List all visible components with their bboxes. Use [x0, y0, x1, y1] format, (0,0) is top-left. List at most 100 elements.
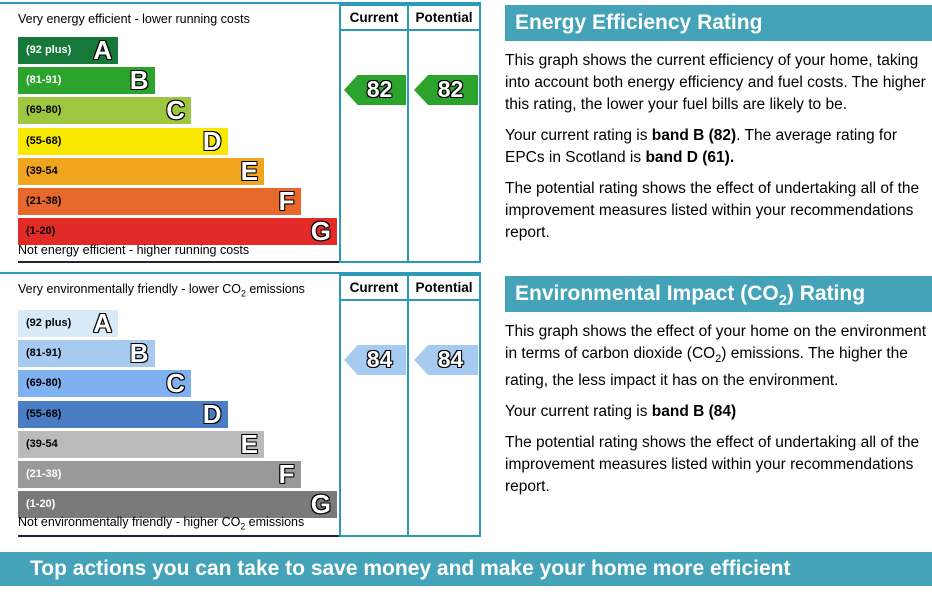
env-current-arrow: 84 — [344, 345, 406, 375]
text-segment: Not environmentally friendly - higher CO — [18, 514, 241, 529]
text-segment: The potential rating shows the effect of… — [505, 434, 920, 496]
band-range-label: (21-38) — [26, 468, 62, 480]
text-segment: Very environmentally friendly - lower CO — [18, 282, 241, 296]
band-range-label: (21-38) — [26, 195, 62, 207]
environmental-rating-panel-title: Environmental Impact (CO2) Rating — [505, 276, 932, 312]
band-letter: C — [166, 368, 185, 399]
energy-current-header: Current — [341, 6, 407, 31]
text-segment: This graph shows the effect of your home… — [505, 323, 927, 362]
energy-potential-column: Potential 82 — [407, 4, 481, 263]
energy-efficiency-band-f: (21-38) F — [18, 188, 301, 215]
text-segment: band B (84) — [651, 403, 737, 421]
energy-efficiency-band-b: (81-91) B — [18, 65, 155, 96]
energy-efficiency-band-a: (92 plus) A — [18, 37, 118, 64]
band-letter: E — [240, 155, 258, 186]
text-segment: Environmental Impact (CO — [515, 282, 779, 305]
env-bottom-caption: Not environmentally friendly - higher CO… — [18, 514, 341, 537]
energy-efficiency-band-d: (55-68) D — [18, 125, 228, 156]
energy-rating-panel-title: Energy Efficiency Rating — [505, 5, 932, 41]
energy-current-arrow: 82 — [344, 75, 406, 105]
text-segment: 2 — [715, 353, 722, 366]
env-current-value: 84 — [366, 346, 393, 372]
env-top-caption: Very environmentally friendly - lower CO… — [18, 282, 305, 299]
energy-efficiency-band-g: (1-20) G — [18, 216, 337, 247]
text-segment: . The average rating for EPCs in Scotlan… — [505, 127, 898, 166]
band-letter: G — [310, 489, 331, 520]
energy-bottom-caption: Not energy efficient - higher running co… — [18, 243, 341, 263]
band-range-label: (92 plus) — [26, 44, 72, 56]
text-segment: Your current rating is — [505, 127, 652, 144]
text-segment: This graph shows the current efficiency … — [505, 52, 926, 113]
environmental-impact-band-e: (39-54 E — [18, 428, 264, 459]
band-range-label: (81-91) — [26, 347, 62, 360]
text-segment: emissions — [245, 514, 305, 529]
band-range-label: (39-54 — [26, 437, 58, 450]
env-potential-arrow: 84 — [414, 345, 478, 375]
env-current-column: Current 84 — [339, 274, 409, 537]
energy-top-caption: Very energy efficient - lower running co… — [18, 12, 250, 26]
band-letter: A — [93, 308, 112, 338]
env-current-header: Current — [341, 276, 407, 301]
environmental-impact-band-g: (1-20) G — [18, 489, 337, 520]
text-segment: ) Rating — [786, 282, 866, 305]
band-range-label: (92 plus) — [26, 317, 72, 329]
band-letter: C — [166, 95, 185, 126]
energy-panel-paragraph: The potential rating shows the effect of… — [505, 178, 932, 244]
env-potential-column: Potential 84 — [407, 274, 481, 537]
text-segment: ) emissions. The higher the rating, the … — [505, 345, 908, 390]
band-letter: B — [129, 338, 149, 369]
energy-potential-arrow: 82 — [414, 75, 478, 105]
band-range-label: (1-20) — [26, 225, 56, 238]
band-letter: A — [93, 35, 112, 65]
environmental-impact-chart: Very environmentally friendly - lower CO… — [0, 272, 481, 537]
energy-current-column: Current 82 — [339, 4, 409, 263]
band-range-label: (55-68) — [26, 407, 62, 420]
text-segment: Your current rating is — [505, 403, 652, 421]
text-segment: band B (82) — [651, 127, 737, 144]
env-panel-paragraph: This graph shows the effect of your home… — [505, 321, 932, 392]
energy-potential-header: Potential — [409, 6, 479, 31]
band-range-label: (69-80) — [26, 104, 62, 117]
band-range-label: (39-54 — [26, 164, 58, 177]
env-panel-paragraph: Your current rating is band B (84) — [505, 401, 932, 423]
environmental-impact-band-d: (55-68) D — [18, 398, 228, 429]
environmental-impact-band-b: (81-91) B — [18, 338, 155, 369]
band-range-label: (81-91) — [26, 74, 62, 87]
environmental-rating-panel: Environmental Impact (CO2) Rating This g… — [505, 276, 932, 498]
text-segment: band D (61). — [645, 149, 735, 166]
band-letter: B — [129, 65, 149, 96]
band-range-label: (69-80) — [26, 377, 62, 390]
band-letter: D — [202, 125, 222, 156]
band-range-label: (55-68) — [26, 134, 62, 147]
text-segment: emissions — [245, 282, 305, 296]
band-range-label: (1-20) — [26, 498, 56, 511]
energy-current-value: 82 — [366, 76, 393, 102]
energy-panel-paragraph: This graph shows the current efficiency … — [505, 50, 932, 116]
text-segment: The potential rating shows the effect of… — [505, 180, 920, 241]
environmental-impact-band-a: (92 plus) A — [18, 310, 118, 337]
text-segment: 2 — [241, 288, 246, 299]
band-letter: F — [278, 459, 295, 489]
environmental-impact-band-c: (69-80) C — [18, 368, 191, 399]
energy-panel-paragraph: Your current rating is band B (82). The … — [505, 125, 932, 169]
band-letter: D — [202, 398, 222, 429]
text-segment: Very energy efficient - lower running co… — [18, 12, 250, 26]
energy-efficiency-band-c: (69-80) C — [18, 95, 191, 126]
text-segment: Energy Efficiency Rating — [515, 11, 763, 34]
band-letter: E — [240, 428, 258, 459]
env-potential-value: 84 — [437, 346, 464, 372]
text-segment: 2 — [240, 521, 246, 531]
text-segment: 2 — [778, 293, 787, 310]
band-letter: F — [278, 186, 295, 216]
environmental-impact-band-f: (21-38) F — [18, 461, 301, 488]
top-actions-banner: Top actions you can take to save money a… — [0, 552, 932, 586]
energy-efficiency-chart: Very energy efficient - lower running co… — [0, 2, 481, 263]
env-panel-paragraph: The potential rating shows the effect of… — [505, 432, 932, 498]
band-letter: G — [310, 216, 331, 247]
energy-potential-value: 82 — [437, 76, 464, 102]
text-segment: Not energy efficient - higher running co… — [18, 243, 250, 257]
env-potential-header: Potential — [409, 276, 479, 301]
energy-efficiency-band-e: (39-54 E — [18, 155, 264, 186]
energy-rating-panel: Energy Efficiency Rating This graph show… — [505, 5, 932, 244]
